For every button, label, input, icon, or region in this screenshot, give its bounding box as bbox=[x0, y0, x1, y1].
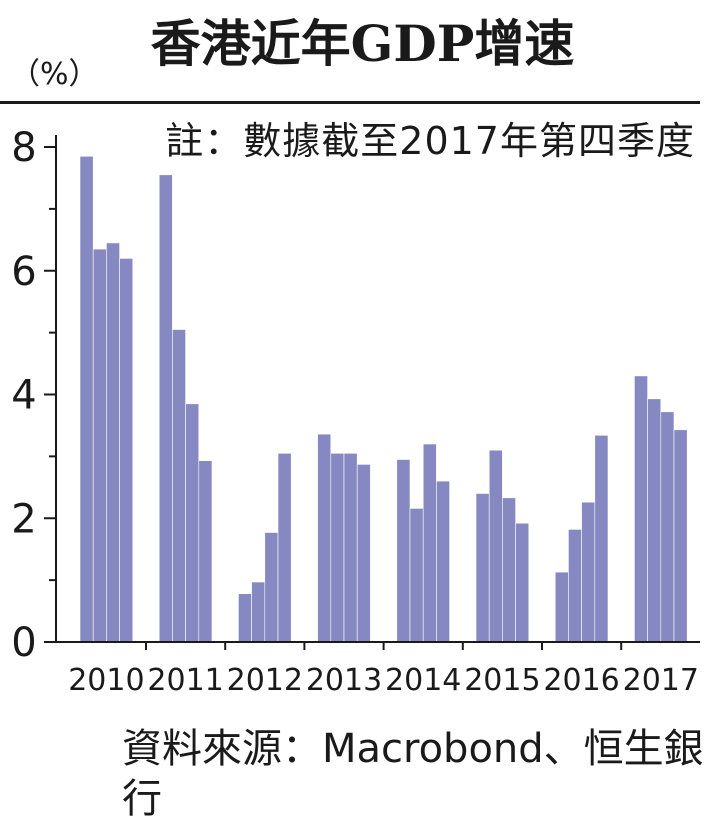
bar-2016-q3 bbox=[581, 501, 596, 643]
bar-2015-q3 bbox=[502, 497, 516, 643]
bar-2011-q4 bbox=[198, 460, 213, 643]
bar-2013-q3 bbox=[343, 452, 358, 643]
title-divider bbox=[0, 101, 700, 104]
tick-labels-group: 0 2 4 6 8 2010 2011 2012 2013 2014 2015 2016 2017 bbox=[11, 125, 699, 698]
y-tick-label-0: 0 bbox=[11, 620, 36, 666]
x-tick-label-2011: 2011 bbox=[147, 663, 223, 698]
bars-group bbox=[79, 156, 688, 643]
bar-2012-q1 bbox=[238, 593, 252, 643]
x-tick-label-2014: 2014 bbox=[385, 663, 461, 698]
y-tick-label-6: 6 bbox=[11, 249, 36, 295]
bar-2010-q4 bbox=[119, 258, 134, 643]
bar-2011-q1 bbox=[158, 174, 173, 643]
bar-2012-q4 bbox=[277, 452, 292, 643]
x-tick-label-2017: 2017 bbox=[623, 663, 699, 698]
bar-2012-q2 bbox=[251, 581, 266, 643]
source-note: 資料來源：Macrobond、恒生銀行 bbox=[122, 726, 704, 822]
x-tick-label-2015: 2015 bbox=[464, 663, 540, 698]
y-tick-label-2: 2 bbox=[11, 496, 36, 542]
x-tick-label-2016: 2016 bbox=[543, 663, 619, 698]
bar-2016-q2 bbox=[568, 529, 582, 643]
bar-2014-q1 bbox=[396, 459, 411, 643]
x-tick-label-2012: 2012 bbox=[227, 663, 303, 698]
bar-2016-q1 bbox=[554, 571, 569, 643]
bar-2017-q3 bbox=[660, 411, 675, 643]
bar-2015-q1 bbox=[475, 493, 490, 643]
bar-2010-q2 bbox=[92, 248, 107, 643]
bar-2014-q3 bbox=[422, 443, 437, 643]
unit-label: （%） bbox=[10, 57, 99, 92]
bar-2011-q2 bbox=[172, 329, 186, 643]
x-tick-label-2013: 2013 bbox=[306, 663, 382, 698]
bar-2012-q3 bbox=[264, 532, 279, 643]
bar-2013-q4 bbox=[356, 464, 371, 643]
bar-2017-q1 bbox=[634, 375, 648, 643]
bar-2010-q3 bbox=[106, 242, 120, 643]
bar-2015-q4 bbox=[515, 522, 530, 643]
bar-2011-q3 bbox=[185, 403, 200, 643]
y-tick-label-4: 4 bbox=[11, 373, 36, 419]
bar-2013-q1 bbox=[317, 433, 332, 643]
bar-2013-q2 bbox=[330, 452, 345, 643]
chart-note: 註：數據截至2017年第四季度 bbox=[165, 119, 695, 163]
x-tick-label-2010: 2010 bbox=[68, 663, 144, 698]
chart-title: 香港近年GDP增速 bbox=[150, 14, 575, 73]
bar-2017-q4 bbox=[673, 429, 688, 643]
bar-2014-q4 bbox=[436, 480, 450, 643]
bar-2014-q2 bbox=[409, 508, 424, 643]
bar-2010-q1 bbox=[79, 156, 94, 643]
bar-2017-q2 bbox=[647, 398, 662, 643]
bar-2016-q4 bbox=[594, 434, 609, 643]
gdp-bar-chart: 0 2 4 6 8 2010 2011 2012 2013 2014 2015 2016 2017 bbox=[11, 125, 700, 698]
bar-2015-q2 bbox=[488, 449, 503, 643]
y-tick-label-8: 8 bbox=[11, 125, 36, 171]
axes-group bbox=[44, 135, 700, 650]
